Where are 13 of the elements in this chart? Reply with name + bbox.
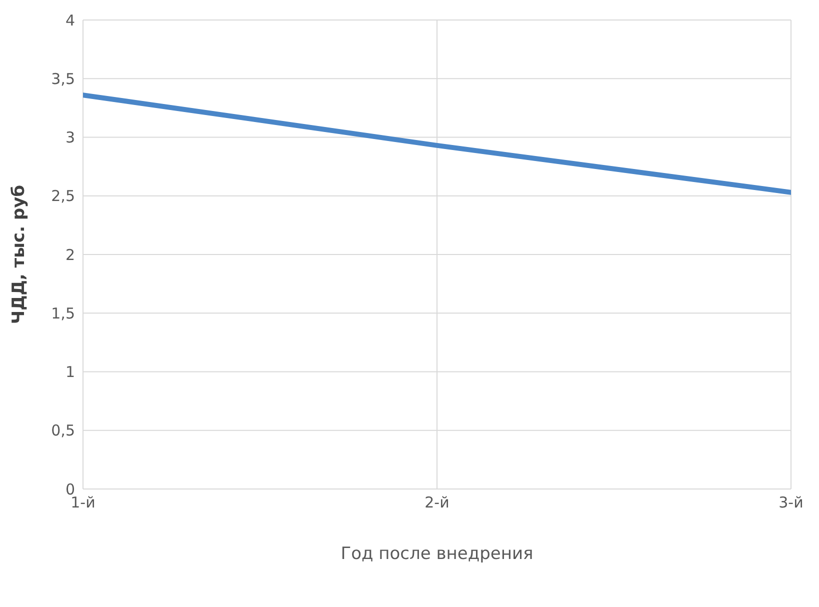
y-tick-label: 3,5: [51, 70, 75, 88]
y-tick-label: 0,5: [51, 422, 75, 440]
y-tick-label: 4: [65, 11, 75, 30]
y-axis-title: ЧДД, тыс. руб: [9, 184, 30, 324]
y-tick-label: 2: [65, 246, 75, 264]
x-tick-label: 1-й: [70, 494, 96, 512]
x-tick-label: 2-й: [424, 494, 450, 512]
x-tick-label: 3-й: [778, 494, 804, 512]
y-tick-label: 2,5: [51, 187, 75, 206]
x-axis-title: Год после внедрения: [340, 544, 534, 564]
y-tick-label: 3: [65, 128, 75, 147]
y-tick-label: 1,5: [51, 304, 75, 322]
y-tick-label: 1: [65, 363, 75, 382]
